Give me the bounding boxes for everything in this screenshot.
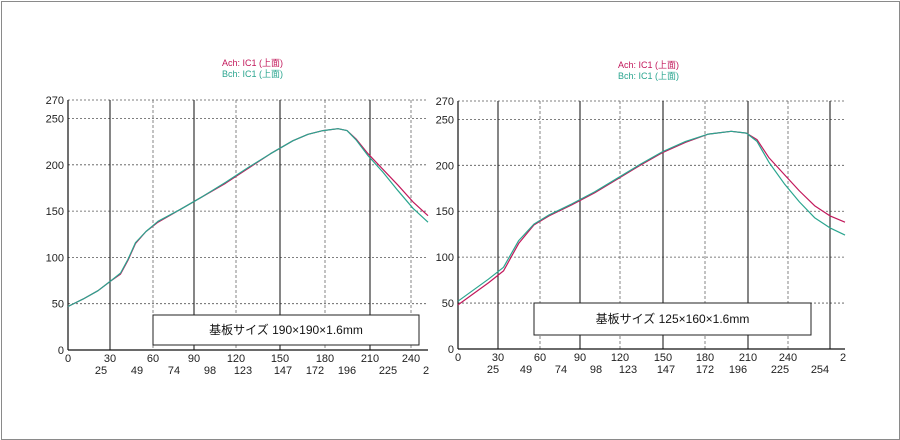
x-tick-label: 240 [779,352,797,364]
y-tick-label: 150 [436,206,454,218]
y-tick-label: 200 [46,160,64,172]
x-tick-label: 210 [361,353,379,365]
x-tick-label: 225 [771,364,789,376]
x-tick-label: 49 [131,365,143,377]
x-tick-label: 180 [316,353,334,365]
x-tick-label: 49 [520,364,532,376]
y-tick-label: 270 [436,96,454,108]
x-tick-label: 254 [811,364,829,376]
x-tick-label: 196 [729,364,747,376]
x-tick-label: 0 [65,353,71,365]
x-tick-label: 180 [696,352,714,364]
x-tick-label: 150 [271,353,289,365]
x-tick-label: 98 [204,365,216,377]
y-tick-label: 270 [46,95,64,107]
y-tick-label: 250 [46,114,64,126]
x-tick-label: 2 [423,365,429,377]
x-tick-label: 240 [402,353,420,365]
x-tick-label: 120 [611,352,629,364]
x-tick-label: 30 [492,352,504,364]
y-tick-label: 0 [58,345,64,357]
x-tick-label: 25 [487,364,499,376]
x-tick-label: 123 [619,364,637,376]
x-tick-label: 147 [657,364,675,376]
x-tick-label: 210 [739,352,757,364]
x-tick-label: 0 [455,352,461,364]
x-tick-label: 225 [379,365,397,377]
x-tick-label: 196 [338,365,356,377]
legend-entry: Ach: IC1 (上面) [222,58,283,68]
caption-box [533,302,812,336]
x-tick-label: 90 [574,352,586,364]
chart-1: Ach: IC1 (上面)Bch: IC1 (上面) 0 50 100 150 200 25… [46,58,429,377]
y-tick-label: 0 [448,344,454,356]
caption-text: 基板サイズ 125×160×1.6mm [596,311,750,326]
x-tick-label: 172 [306,365,324,377]
y-tick-label: 50 [442,298,454,310]
y-tick-label: 200 [436,160,454,172]
x-tick-label: 90 [188,353,200,365]
y-tick-label: 100 [436,252,454,264]
caption-box [152,314,420,346]
legend-entry: Bch: IC1 (上面) [222,69,283,79]
y-tick-label: 50 [52,299,64,311]
y-tick-label: 150 [46,206,64,218]
chart-2: Ach: IC1 (上面)Bch: IC1 (上面) 0 50 100 150 200 25… [436,60,846,376]
x-tick-label: 150 [654,352,672,364]
series-line-bch [457,130,846,302]
series-line-bch [67,128,429,308]
series-line-ach [457,130,846,306]
legend-entry: Ach: IC1 (上面) [618,60,679,70]
x-tick-label: 120 [227,353,245,365]
x-tick-label: 74 [555,364,567,376]
x-tick-label: 123 [234,365,252,377]
x-tick-label: 2 [840,352,846,364]
x-tick-label: 74 [168,365,180,377]
caption-text: 基板サイズ 190×190×1.6mm [209,322,363,337]
x-tick-label: 25 [95,365,107,377]
x-tick-label: 98 [590,364,602,376]
x-tick-label: 147 [274,365,292,377]
series-line-ach [67,128,429,308]
x-tick-label: 60 [147,353,159,365]
x-tick-label: 60 [534,352,546,364]
y-tick-label: 100 [46,252,64,264]
x-tick-label: 172 [696,364,714,376]
x-tick-label: 30 [104,353,116,365]
legend-entry: Bch: IC1 (上面) [618,71,679,81]
y-tick-label: 250 [436,114,454,126]
